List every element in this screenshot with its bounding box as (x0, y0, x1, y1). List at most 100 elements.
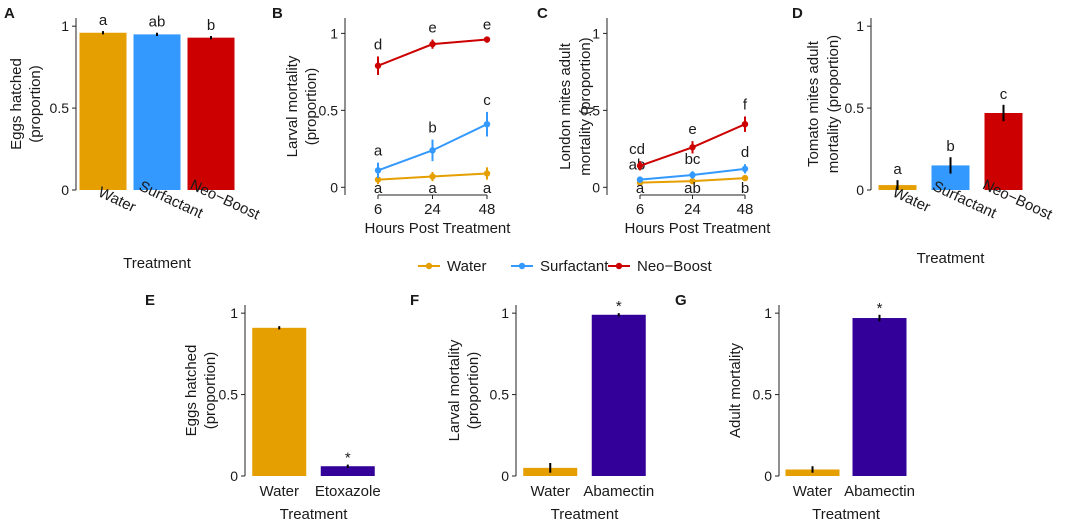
data-point (636, 162, 644, 169)
y-tick-label: 1 (330, 25, 338, 41)
significance-label: ab (149, 14, 166, 31)
data-point (741, 174, 749, 182)
significance-label: c (483, 92, 491, 109)
y-axis-title: Adult mortality (727, 342, 744, 438)
panel-d: D 0 0.5 1 Tomato mites adult mortality (propo… (792, 5, 1056, 267)
significance-label: a (428, 180, 437, 197)
panel-e: E 0 0.5 1 Eggs hatched (proportion) Water * Etox… (145, 292, 381, 522)
legend-item: Neo−Boost (608, 258, 712, 275)
y-tick-label: 0 (856, 182, 864, 198)
panel-label: D (792, 5, 803, 22)
panel-label: C (537, 5, 548, 22)
significance-label: b (741, 180, 749, 197)
data-point (429, 40, 436, 48)
panel-label: F (410, 292, 419, 309)
y-tick-label: 0.5 (490, 387, 510, 403)
y-tick-label: 1 (764, 305, 772, 321)
data-point (374, 62, 382, 69)
significance-label: * (345, 450, 351, 467)
x-tick-label: 48 (737, 201, 754, 218)
legend-item: Surfactant (511, 258, 609, 275)
y-tick-label: 1 (501, 305, 509, 321)
legend-label: Neo−Boost (637, 258, 712, 275)
x-tick-label: Water (793, 483, 832, 500)
x-tick-label: Etoxazole (315, 483, 381, 500)
x-axis-title: Treatment (812, 506, 881, 522)
significance-label: d (741, 144, 749, 161)
y-tick-label: 0.5 (845, 100, 865, 116)
x-tick-label: Abamectin (583, 483, 654, 500)
bar (133, 34, 181, 190)
y-tick-label: 0.5 (753, 387, 773, 403)
significance-label: a (99, 12, 108, 29)
y-tick-label: 0.5 (219, 387, 239, 403)
panel-c: C 0 0.5 1 London mites adult mortality (propo… (537, 5, 771, 237)
legend-marker (425, 262, 433, 270)
bar (320, 466, 375, 476)
x-axis-title: Treatment (917, 250, 986, 267)
y-tick-label: 1 (592, 25, 600, 41)
data-point (741, 121, 749, 128)
significance-label: e (688, 121, 696, 138)
x-axis-title: Treatment (551, 506, 620, 522)
y-axis-title: Eggs hatched (8, 58, 25, 150)
legend: Water Surfactant Neo−Boost (418, 258, 712, 275)
significance-label: b (946, 138, 954, 155)
significance-label: a (483, 180, 492, 197)
data-point (483, 170, 491, 177)
panel-b: B 0 0.5 1 Larval mortality (proportion) 6 24 48 a… (272, 5, 511, 237)
panel-label: E (145, 292, 155, 309)
bar (984, 113, 1023, 190)
significance-label: e (483, 16, 491, 33)
significance-label: a (374, 143, 383, 160)
y-tick-label: 0 (230, 468, 238, 484)
panel-g: G 0 0.5 1 Adult mortality Water * Abamectin Trea… (675, 292, 915, 522)
x-axis-title: Hours Post Treatment (365, 220, 512, 237)
y-axis-title: London mites adult (557, 42, 574, 170)
x-axis-title: Hours Post Treatment (625, 220, 772, 237)
significance-label: e (428, 20, 436, 37)
data-point (741, 165, 749, 173)
bar (187, 37, 235, 191)
x-tick-label: 6 (374, 201, 382, 218)
significance-label: * (616, 298, 622, 315)
y-tick-label: 1 (856, 18, 864, 34)
x-tick-label: Abamectin (844, 483, 915, 500)
significance-label: * (877, 300, 883, 317)
x-tick-label: Water (531, 483, 570, 500)
data-point (374, 167, 382, 174)
data-point (429, 147, 436, 154)
significance-label: ab (684, 180, 701, 197)
x-tick-label: 6 (636, 201, 644, 218)
y-axis-title: Larval mortality (284, 55, 301, 157)
data-point (483, 36, 491, 43)
y-axis-title: (proportion) (27, 65, 44, 143)
legend-label: Water (447, 258, 486, 275)
y-tick-label: 0 (764, 468, 772, 484)
significance-label: a (893, 161, 902, 178)
x-axis-title: Treatment (280, 506, 349, 522)
panel-label: A (4, 5, 15, 22)
y-tick-label: 0.5 (50, 100, 70, 116)
x-tick-label: Water (260, 483, 299, 500)
legend-item: Water (418, 258, 486, 275)
y-axis-title: (proportion) (465, 352, 482, 430)
significance-label: c (1000, 86, 1008, 103)
x-axis-title: Treatment (123, 255, 192, 272)
y-axis-title: mortality (proportion) (825, 35, 842, 173)
x-tick-label: 48 (479, 201, 496, 218)
y-axis-title: mortality (proportion) (577, 37, 594, 175)
y-tick-label: 1 (230, 305, 238, 321)
panel-label: G (675, 292, 687, 309)
legend-label: Surfactant (540, 258, 609, 275)
y-axis-title: Larval mortality (446, 339, 463, 441)
y-tick-label: 1 (61, 18, 69, 34)
y-axis-title: (proportion) (303, 68, 320, 146)
data-point (483, 121, 491, 128)
data-point (429, 173, 436, 180)
panel-label: B (272, 5, 283, 22)
bar (79, 32, 127, 190)
bar (591, 314, 646, 476)
data-point (689, 144, 696, 151)
